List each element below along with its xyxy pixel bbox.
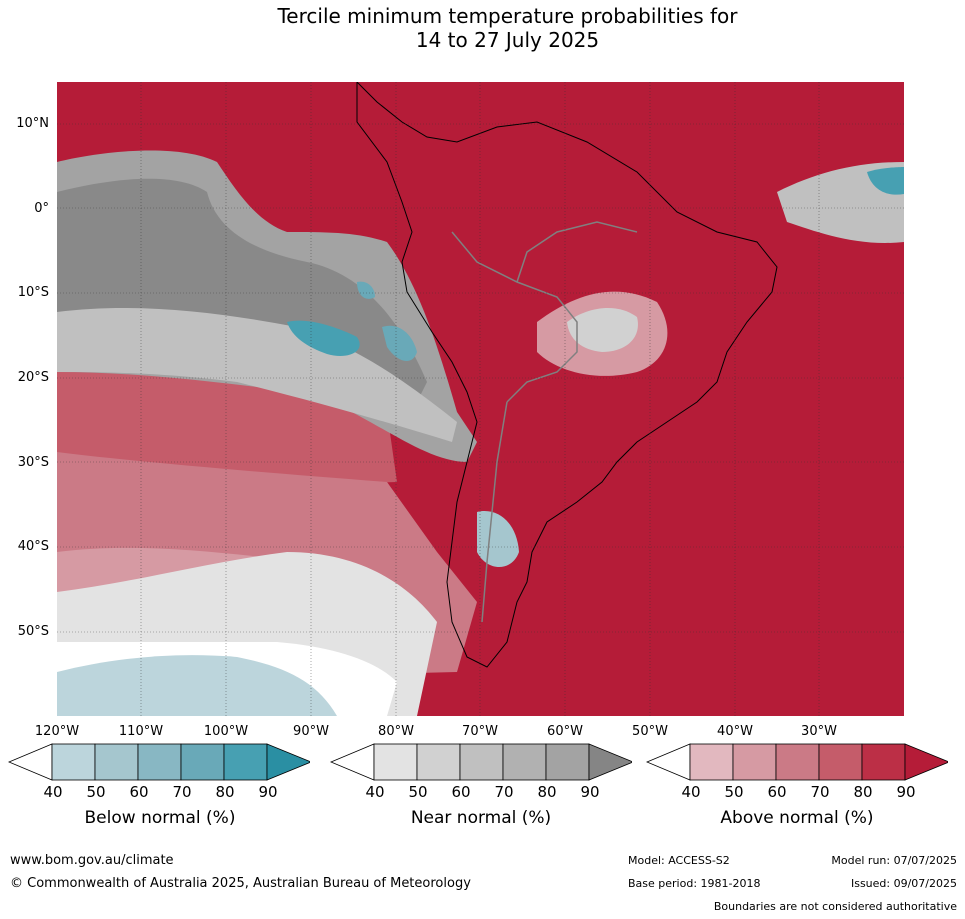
colorbar-tick: 70	[810, 783, 830, 801]
colorbar-tick: 60	[767, 783, 787, 801]
map-svg	[57, 82, 904, 716]
near-normal-brazil-region	[567, 307, 638, 352]
below-normal-patch-3	[357, 281, 375, 299]
colorbar-tick: 50	[408, 783, 428, 801]
lon-label: 80°W	[378, 724, 414, 739]
below-normal-south-region	[57, 655, 337, 716]
lat-label: 10°S	[17, 285, 49, 300]
website-link[interactable]: www.bom.gov.au/climate	[10, 853, 174, 868]
coastline	[356, 82, 778, 668]
colorbar-tick: 90	[258, 783, 278, 801]
copyright-text: © Commonwealth of Australia 2025, Austra…	[10, 876, 471, 891]
model-run-date: Model run: 07/07/2025	[831, 854, 957, 867]
below-normal-colorbar-segment	[180, 743, 225, 781]
lat-label: 10°N	[16, 116, 49, 131]
lon-label: 40°W	[717, 724, 753, 739]
near-normal-colorbar-segment	[545, 743, 590, 781]
below-normal-colorbar-segment	[94, 743, 139, 781]
colorbar-tick: 40	[43, 783, 63, 801]
colorbar-tick: 40	[365, 783, 385, 801]
lat-label: 0°	[34, 201, 49, 216]
lon-label: 60°W	[547, 724, 583, 739]
gridlines	[57, 82, 904, 716]
near-normal-colorbar-segment	[416, 743, 461, 781]
near-normal-colorbar	[330, 743, 632, 781]
colorbar-tick: 90	[580, 783, 600, 801]
near-normal-colorbar-segment	[459, 743, 504, 781]
near-normal-70-region	[57, 307, 457, 442]
below-normal-colorbar-low-extension	[8, 743, 53, 781]
lon-label: 120°W	[34, 724, 80, 739]
colorbar-tick: 70	[172, 783, 192, 801]
below-normal-atlantic-patch	[867, 167, 904, 195]
colorbar-tick: 60	[451, 783, 471, 801]
below-normal-patch-1	[287, 320, 360, 357]
near-normal-colorbar-segment	[373, 743, 418, 781]
colorbar-tick: 80	[853, 783, 873, 801]
colorbar-tick: 60	[129, 783, 149, 801]
lon-label: 50°W	[632, 724, 668, 739]
colorbar-tick: 90	[896, 783, 916, 801]
base-period: Base period: 1981-2018	[628, 877, 761, 890]
below-normal-colorbar-segment	[51, 743, 96, 781]
lon-label: 90°W	[293, 724, 329, 739]
issued-date: Issued: 09/07/2025	[850, 877, 957, 890]
above-normal-colorbar-segment	[775, 743, 820, 781]
near-normal-colorbar-segment	[502, 743, 547, 781]
title-line-1: Tercile minimum temperature probabilitie…	[277, 4, 738, 28]
above-normal-colorbar-high-extension	[904, 743, 948, 781]
above-normal-colorbar-segment	[818, 743, 863, 781]
colorbar-tick: 50	[86, 783, 106, 801]
below-normal-colorbar-segment	[223, 743, 268, 781]
below-normal-colorbar	[8, 743, 310, 781]
model-name: Model: ACCESS-S2	[628, 854, 730, 867]
below-normal-colorbar-segment	[137, 743, 182, 781]
above-normal-colorbar-segment	[689, 743, 734, 781]
lon-label: 100°W	[203, 724, 249, 739]
above-normal-colorbar	[646, 743, 948, 781]
lat-label: 40°S	[17, 539, 49, 554]
above-normal-colorbar-segment	[732, 743, 777, 781]
colorbar-tick: 80	[537, 783, 557, 801]
colorbar-tick: 80	[215, 783, 235, 801]
lat-label: 50°S	[17, 624, 49, 639]
lon-label: 70°W	[462, 724, 498, 739]
lat-label: 20°S	[17, 370, 49, 385]
country-borders	[451, 221, 638, 623]
colorbar-tick: 70	[494, 783, 514, 801]
below-normal-legend-title: Below normal (%)	[84, 808, 236, 828]
near-normal-colorbar-high-extension	[588, 743, 632, 781]
colorbar-tick: 50	[724, 783, 744, 801]
near-normal-colorbar-low-extension	[330, 743, 375, 781]
near-normal-legend-title: Near normal (%)	[410, 808, 552, 828]
lon-label: 110°W	[118, 724, 164, 739]
above-normal-colorbar-segment	[861, 743, 906, 781]
boundaries-note: Boundaries are not considered authoritat…	[713, 900, 957, 913]
below-normal-colorbar-high-extension	[266, 743, 310, 781]
above-normal-colorbar-low-extension	[646, 743, 691, 781]
above-normal-legend-title: Above normal (%)	[720, 808, 874, 828]
probability-map	[57, 82, 904, 716]
lon-label: 30°W	[801, 724, 837, 739]
map-title: Tercile minimum temperature probabilitie…	[0, 4, 965, 52]
colorbar-tick: 40	[681, 783, 701, 801]
lat-label: 30°S	[17, 455, 49, 470]
below-normal-patch-2	[382, 325, 417, 362]
title-line-2: 14 to 27 July 2025	[415, 28, 600, 52]
